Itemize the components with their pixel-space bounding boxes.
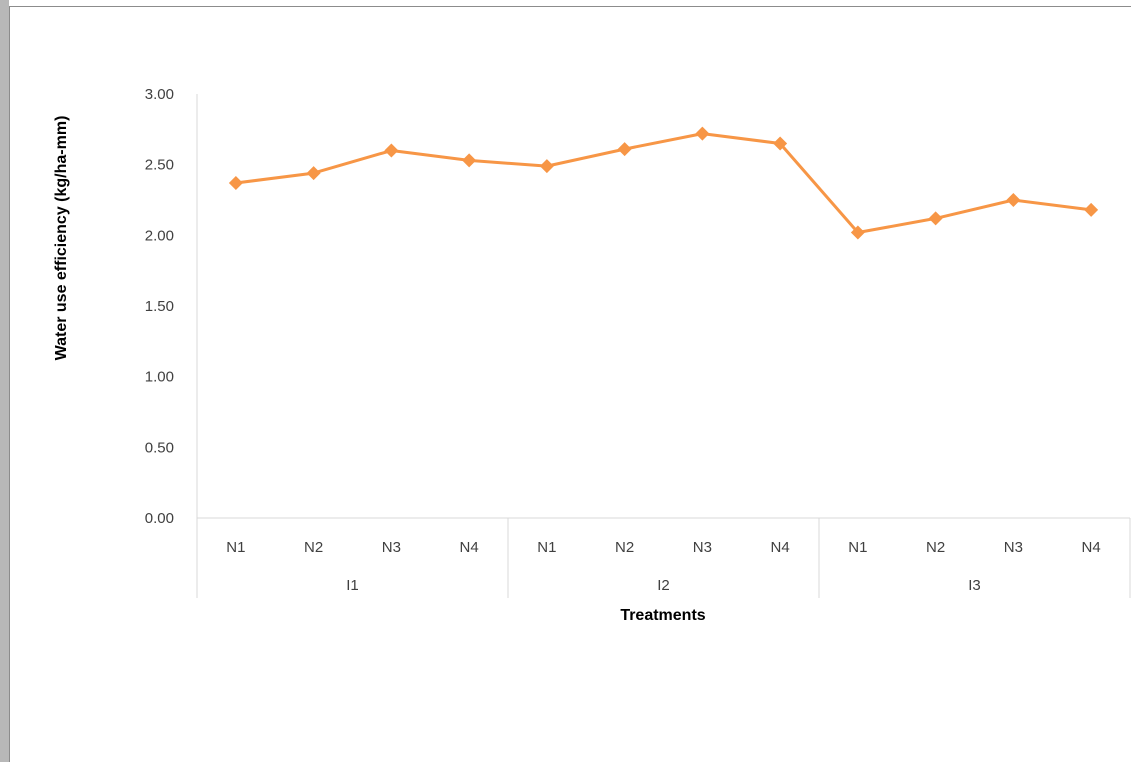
x-category-label: N2	[304, 539, 323, 556]
x-axis: N1 N2 N3 N4 N1 N2 N3 N4 N1 N2 N3 N4 I1 I2 I3	[196, 517, 1131, 598]
x-axis-title: Treatments	[620, 607, 705, 624]
y-tick-label: 2.00	[145, 227, 174, 244]
x-category-label: N2	[926, 539, 945, 556]
x-category-label: N3	[1004, 539, 1023, 556]
data-point-marker	[928, 211, 943, 226]
series	[228, 126, 1099, 240]
x-category-label: N1	[848, 539, 867, 556]
x-category-label: N1	[537, 539, 556, 556]
x-group-label: I1	[346, 577, 359, 594]
y-axis: 0.00 0.50 1.00 1.50 2.00 2.50 3.00	[145, 86, 198, 527]
x-group-label: I3	[968, 577, 981, 594]
data-point-marker	[1006, 193, 1021, 207]
data-point-marker	[384, 143, 399, 158]
data-point-marker	[850, 225, 865, 240]
y-tick-label: 0.50	[145, 439, 174, 456]
data-point-marker	[462, 153, 477, 168]
data-point-marker	[1084, 202, 1099, 217]
data-point-marker	[617, 142, 632, 157]
x-category-label: N4	[1082, 539, 1101, 556]
y-tick-label: 1.50	[145, 298, 174, 315]
data-point-marker	[539, 159, 554, 174]
y-tick-label: 1.00	[145, 369, 174, 386]
window-frame-top	[9, 6, 1131, 7]
x-category-label: N3	[382, 539, 401, 556]
data-point-marker	[228, 176, 243, 191]
data-point-marker	[773, 136, 788, 151]
y-tick-label: 3.00	[145, 86, 174, 103]
x-category-label: N2	[615, 539, 634, 556]
data-point-marker	[306, 166, 321, 181]
x-category-label: N1	[226, 539, 245, 556]
series-line	[235, 132, 1092, 234]
y-tick-label: 0.00	[145, 510, 174, 527]
x-group-label: I2	[657, 577, 670, 594]
data-point-marker	[695, 126, 710, 141]
y-axis-title: Water use efficiency (kg/ha-mm)	[53, 116, 70, 361]
window-frame-inner-left	[9, 6, 10, 762]
x-category-label: N4	[460, 539, 479, 556]
x-category-label: N4	[771, 539, 790, 556]
window-frame-left	[0, 0, 9, 762]
x-category-label: N3	[693, 539, 712, 556]
y-tick-label: 2.50	[145, 157, 174, 174]
